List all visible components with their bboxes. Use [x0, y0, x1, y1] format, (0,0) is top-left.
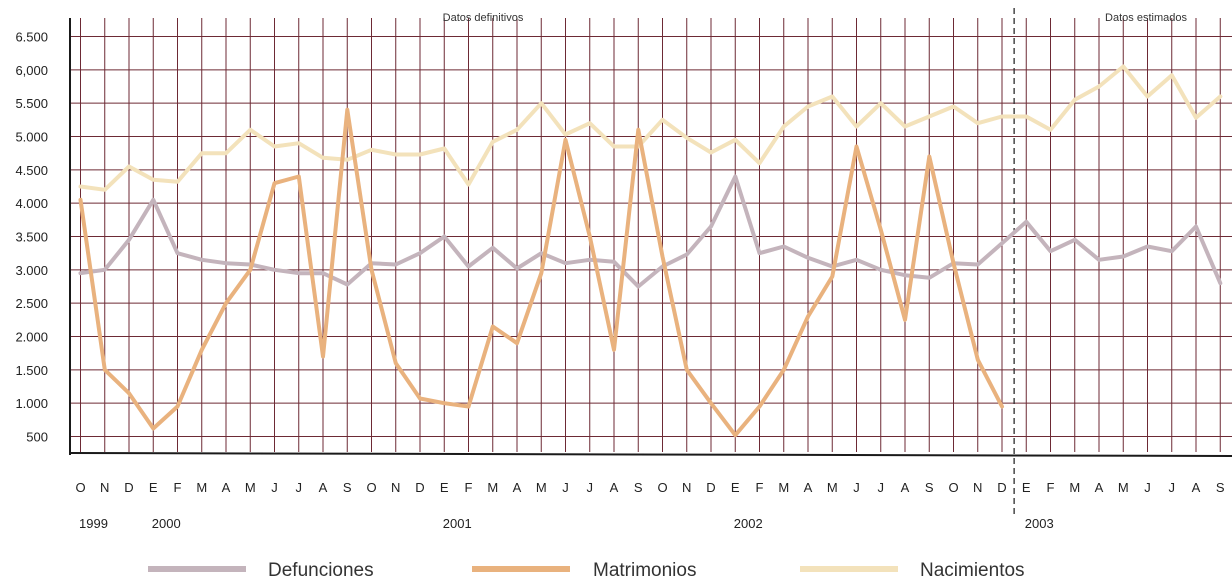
x-tick-label: J — [271, 480, 278, 495]
x-tick-label: F — [174, 480, 182, 495]
x-tick-label: E — [1022, 480, 1031, 495]
x-tick-label: D — [997, 480, 1006, 495]
y-tick-label: 6,000 — [15, 63, 48, 78]
x-tick-label: E — [440, 480, 449, 495]
x-tick-label: N — [973, 480, 982, 495]
y-tick-label: 4.000 — [15, 196, 48, 211]
y-tick-label: 3.000 — [15, 263, 48, 278]
year-label: 1999 — [79, 516, 108, 531]
year-label: 2003 — [1025, 516, 1054, 531]
x-tick-label: A — [901, 480, 910, 495]
x-tick-label: A — [1095, 480, 1104, 495]
x-tick-label: J — [296, 480, 303, 495]
series-line-matrimonios — [78, 107, 1004, 438]
y-tick-label: 2.000 — [15, 330, 48, 345]
x-tick-label: J — [1169, 480, 1176, 495]
y-tick-label: 4.500 — [15, 163, 48, 178]
x-tick-label: A — [610, 480, 619, 495]
x-tick-label: D — [415, 480, 424, 495]
y-tick-label: 500 — [26, 430, 48, 445]
x-tick-label: D — [706, 480, 715, 495]
x-tick-label: S — [343, 480, 352, 495]
y-tick-label: 5.000 — [15, 130, 48, 145]
x-tick-label: A — [222, 480, 231, 495]
x-tick-label: N — [391, 480, 400, 495]
x-tick-label: F — [756, 480, 764, 495]
x-tick-label: O — [657, 480, 667, 495]
axes — [69, 8, 1232, 515]
x-tick-label: M — [196, 480, 207, 495]
x-tick-label: O — [75, 480, 85, 495]
x-tick-label: F — [465, 480, 473, 495]
x-tick-label: J — [562, 480, 569, 495]
x-tick-label: N — [100, 480, 109, 495]
year-label: 2002 — [734, 516, 763, 531]
grid — [70, 18, 1232, 452]
series-lines — [78, 64, 1223, 438]
year-label: 2001 — [443, 516, 472, 531]
x-tick-label: O — [366, 480, 376, 495]
legend-label-nacimientos: Nacimientos — [920, 560, 1025, 580]
legend-label-matrimonios: Matrimonios — [593, 560, 696, 580]
y-tick-label: 2.500 — [15, 296, 48, 311]
y-axis-ticks: 500 1.000 1.500 2.000 2.500 3.000 3.500 4.000 4.… — [15, 30, 48, 445]
x-tick-label: S — [634, 480, 643, 495]
x-tick-label: A — [1192, 480, 1201, 495]
x-tick-label: M — [245, 480, 256, 495]
x-tick-label: M — [536, 480, 547, 495]
x-tick-label: A — [804, 480, 813, 495]
y-tick-label: 3.500 — [15, 230, 48, 245]
x-tick-label: A — [319, 480, 328, 495]
x-tick-label: S — [925, 480, 934, 495]
x-tick-label: J — [587, 480, 594, 495]
x-tick-label: J — [853, 480, 860, 495]
year-label: 2000 — [152, 516, 181, 531]
series-line-nacimientos — [78, 64, 1223, 192]
x-tick-label: M — [1118, 480, 1129, 495]
y-tick-label: 1.500 — [15, 363, 48, 378]
legend: Defunciones Matrimonios Nacimientos — [148, 560, 1025, 580]
x-axis-line — [69, 452, 1232, 457]
x-tick-label: J — [878, 480, 885, 495]
year-labels: 1999 2000 2001 2002 2003 — [79, 516, 1054, 531]
x-tick-label: E — [149, 480, 158, 495]
x-tick-label: O — [948, 480, 958, 495]
series-line-defunciones — [78, 174, 1223, 289]
x-tick-label: J — [1144, 480, 1151, 495]
x-tick-label: M — [827, 480, 838, 495]
x-tick-label: D — [124, 480, 133, 495]
legend-label-defunciones: Defunciones — [268, 560, 374, 580]
y-tick-label: 1.000 — [15, 396, 48, 411]
x-tick-label: M — [1069, 480, 1080, 495]
x-tick-label: E — [731, 480, 740, 495]
y-tick-label: 5.500 — [15, 96, 48, 111]
annotations: Datos definitivos Datos estimados — [443, 12, 1188, 24]
x-tick-label: A — [513, 480, 522, 495]
x-tick-label: F — [1047, 480, 1055, 495]
x-tick-label: S — [1216, 480, 1225, 495]
y-tick-label: 6.500 — [15, 30, 48, 45]
annotation-estimated: Datos estimados — [1105, 12, 1187, 24]
x-tick-label: M — [778, 480, 789, 495]
annotation-definitive: Datos definitivos — [443, 12, 524, 24]
x-tick-label: M — [487, 480, 498, 495]
x-tick-label: N — [682, 480, 691, 495]
